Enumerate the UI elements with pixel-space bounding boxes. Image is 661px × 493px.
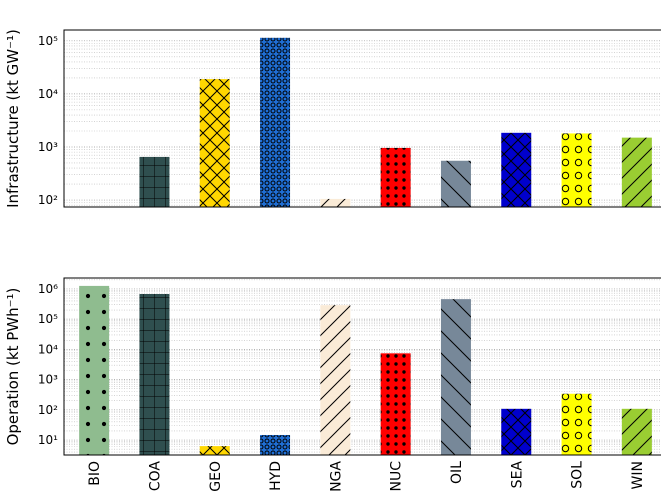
bar	[260, 434, 291, 455]
bar	[139, 293, 170, 455]
bar	[320, 305, 351, 455]
bar	[199, 446, 230, 455]
bar	[79, 285, 110, 455]
plot-frame	[63, 277, 661, 456]
y-tick-label: 10⁵	[38, 34, 58, 48]
x-tick-label: GEO	[208, 461, 224, 492]
y-tick-label: 10³	[38, 373, 58, 387]
y-tick-label: 10⁶	[38, 282, 58, 296]
bar	[561, 393, 592, 455]
bar	[501, 408, 532, 455]
x-tick-label: SEA	[509, 461, 525, 489]
x-tick-label: HYD	[268, 461, 284, 491]
y-tick-label: 10²	[38, 403, 58, 417]
x-tick-label: NGA	[328, 461, 344, 492]
x-tick-label: WIN	[630, 461, 646, 489]
bar	[501, 132, 532, 207]
bar	[440, 299, 471, 455]
x-tick-label: OIL	[449, 461, 465, 484]
bar	[440, 160, 471, 207]
bar	[621, 137, 652, 207]
bar	[199, 79, 230, 207]
y-tick-label: 10⁵	[38, 312, 58, 326]
y-axis-title: Infrastructure (kt GW⁻¹)	[4, 29, 22, 208]
bar	[139, 156, 170, 207]
bar	[621, 408, 652, 455]
x-tick-label: SOL	[570, 461, 586, 489]
y-tick-label: 10⁴	[38, 342, 58, 356]
bar	[561, 133, 592, 207]
x-tick-label: COA	[147, 461, 163, 492]
y-tick-label: 10³	[38, 140, 58, 154]
x-tick-label: BIO	[87, 461, 103, 486]
y-tick-label: 10⁴	[38, 87, 58, 101]
plot-frame	[63, 29, 661, 208]
bar	[320, 198, 351, 207]
bar	[260, 37, 291, 208]
y-axis-title: Operation (kt PWh⁻¹)	[4, 288, 22, 446]
y-tick-label: 10²	[38, 193, 58, 207]
y-tick-label: 10¹	[38, 433, 58, 447]
x-tick-label: NUC	[389, 461, 405, 492]
bar	[380, 353, 411, 455]
bar	[380, 147, 411, 207]
